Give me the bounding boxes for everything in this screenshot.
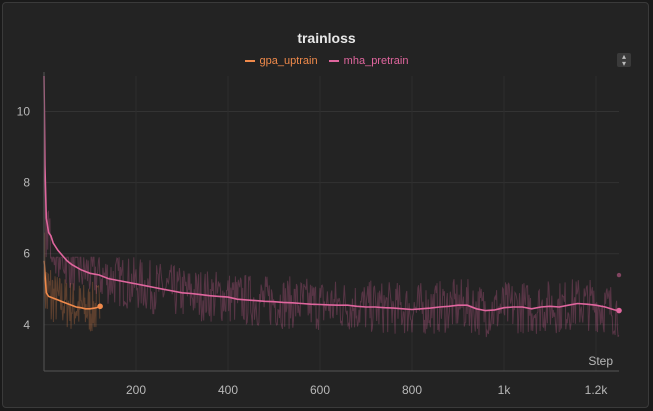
- series-end-raw-point-mha_pretrain: [616, 272, 622, 278]
- legend-label-gpa-uptrain: gpa_uptrain: [259, 55, 318, 67]
- x-tick-label: 200: [126, 383, 146, 397]
- series-line-gpa_uptrain[interactable]: [43, 260, 101, 310]
- x-tick-label: 600: [310, 383, 330, 397]
- series-end-point-gpa_uptrain: [97, 303, 103, 310]
- x-axis-label: Step: [588, 354, 613, 368]
- x-tick-label: 400: [218, 383, 238, 397]
- legend-item-gpa-uptrain[interactable]: gpa_uptrain: [244, 55, 318, 67]
- x-tick-label: 1.2k: [585, 383, 609, 397]
- legend: gpa_uptrain mha_pretrain: [0, 53, 653, 67]
- y-tick-label: 8: [23, 176, 30, 190]
- x-tick-label: 1k: [498, 383, 512, 397]
- series-line-mha_pretrain[interactable]: [43, 75, 620, 312]
- legend-swatch-gpa-uptrain: [244, 60, 255, 62]
- y-tick-label: 10: [17, 105, 31, 119]
- y-tick-label: 6: [23, 247, 30, 261]
- raw-trace-mha_pretrain: [43, 117, 620, 338]
- y-tick-label: 4: [23, 318, 30, 332]
- legend-scroll-icon[interactable]: ▴ ▾: [617, 53, 631, 68]
- grid-lines: [44, 76, 619, 371]
- raw-trace-gpa_uptrain: [43, 232, 101, 332]
- raw-noise-layer: [43, 117, 620, 338]
- series-layer: [43, 75, 622, 314]
- legend-item-mha-pretrain[interactable]: mha_pretrain: [328, 55, 409, 67]
- chart-panel: [2, 2, 649, 408]
- x-tick-label: 800: [402, 383, 422, 397]
- chart-title: trainloss: [297, 30, 356, 46]
- axes: 4 6 8 10 200 400 600 800 1k 1.2k: [17, 72, 619, 397]
- legend-swatch-mha-pretrain: [328, 60, 339, 62]
- series-end-point-mha_pretrain: [616, 307, 622, 314]
- legend-label-mha-pretrain: mha_pretrain: [343, 55, 409, 67]
